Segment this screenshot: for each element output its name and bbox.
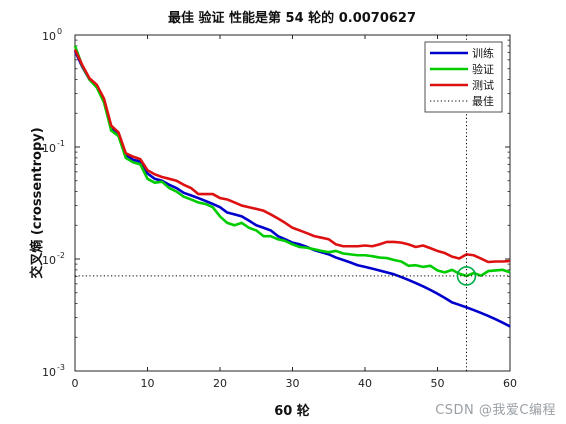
y-axis-label: 交叉熵 (crossentropy) [29,127,45,278]
y-tick-exponent: 0 [57,27,62,36]
y-tick-exponent: -1 [57,139,65,148]
x-tick-label: 50 [431,377,445,390]
series-layer [73,35,511,371]
x-axis: 0 10 20 30 40 50 60 [72,35,517,390]
legend-label: 最佳 [472,94,494,108]
x-tick-label: 40 [358,377,372,390]
x-tick-label: 10 [141,377,155,390]
legend-label: 测试 [472,79,494,92]
series-line-1 [73,45,511,278]
x-tick-label: 0 [72,377,79,390]
chart-title: 最佳 验证 性能是第 54 轮的 0.0070627 [168,10,416,26]
best-point-marker [456,266,477,286]
x-tick-label: 20 [213,377,227,390]
legend-label: 训练 [472,46,494,60]
y-tick-label: 10 [42,142,56,155]
x-tick-label: 30 [286,377,300,390]
x-axis-label: 60 轮 [274,403,310,419]
legend-label: 验证 [472,62,494,76]
y-tick-label: 10 [42,366,56,379]
y-tick-exponent: -3 [57,363,65,372]
watermark: CSDN @我爱C编程 [435,403,556,418]
x-tick-label: 60 [503,377,517,390]
series-line-0 [73,50,511,328]
y-tick-label: 10 [42,254,56,267]
y-tick-exponent: -2 [57,251,65,260]
series-line-2 [73,49,511,264]
y-tick-label: 10 [42,30,56,43]
